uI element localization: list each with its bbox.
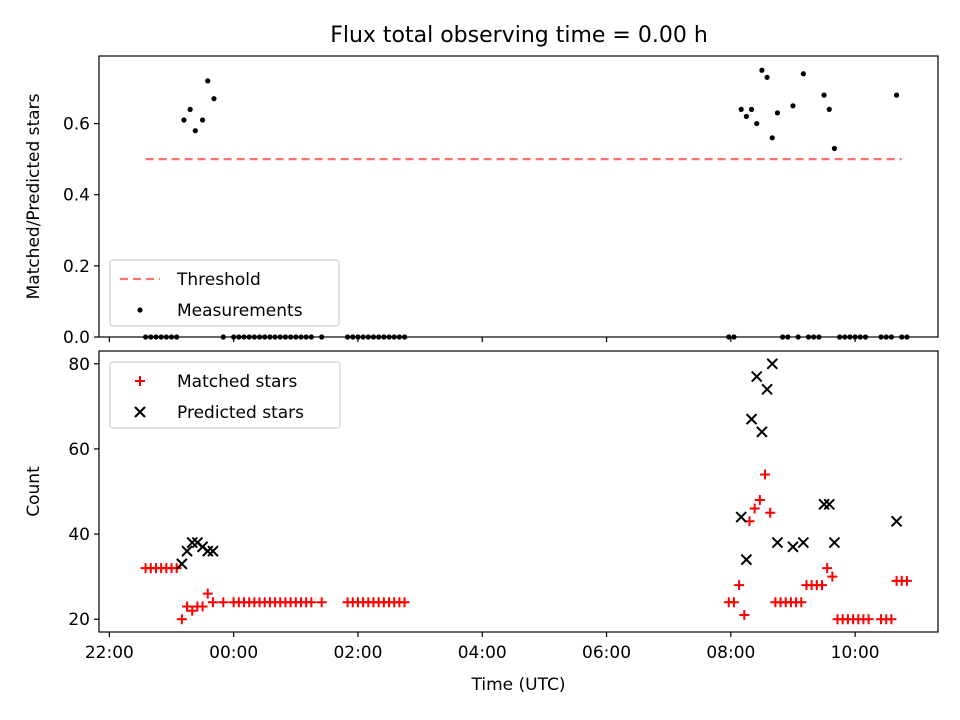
matched-star-point	[886, 614, 897, 625]
x-tick-label: 00:00	[209, 643, 258, 663]
x-tick-label: 10:00	[831, 643, 880, 663]
predicted-star-point	[797, 536, 810, 549]
matched-star-point	[399, 597, 410, 608]
predicted-star-point	[745, 413, 758, 425]
y-tick-label: 0.6	[63, 115, 90, 135]
y-tick-label: 0.2	[63, 257, 90, 277]
x-axis-label: Time (UTC)	[471, 675, 566, 695]
predicted-star-point	[181, 545, 193, 557]
measurement-point	[748, 106, 755, 112]
count-panel: 20 40 60 80 22:00 00:00 02:00 04:00 06:00 08:00 10…	[24, 350, 939, 695]
legend-label: Threshold	[176, 270, 261, 290]
predicted-star-point	[761, 383, 773, 396]
y-tick-label: 80	[68, 355, 90, 375]
predicted-star-point	[771, 536, 784, 549]
predicted-star-point	[818, 498, 830, 510]
matched-star-point	[749, 503, 760, 514]
measurement-point	[769, 135, 775, 141]
x-tick-label: 06:00	[582, 643, 631, 663]
y-tick-label: 40	[68, 525, 90, 545]
x-tick-label: 22:00	[85, 643, 134, 663]
measurement-point	[199, 117, 206, 123]
measurement-point	[826, 106, 832, 112]
predicted-star-point	[890, 515, 903, 528]
matched-star-point	[901, 575, 912, 586]
predicted-star-point	[787, 541, 799, 553]
y-axis-label: Matched/Predicted stars	[24, 93, 44, 299]
ratio-panel: 0.0 0.2 0.4 0.6 Matched/Predicted stars Thres…	[24, 55, 939, 348]
legend-measurement-swatch	[137, 307, 143, 313]
matched-star-point	[863, 614, 874, 625]
matched-star-point	[760, 469, 771, 480]
y-tick-label: 60	[68, 440, 90, 460]
matched-star-point	[306, 597, 317, 608]
legend-label: Matched stars	[177, 372, 297, 392]
predicted-star-point	[766, 358, 778, 370]
predicted-star-point	[176, 558, 188, 570]
measurement-point	[187, 106, 193, 112]
predicted-star-point	[740, 553, 753, 566]
measurement-point	[754, 120, 760, 127]
matched-star-point	[197, 601, 208, 612]
matched-star-point	[218, 597, 229, 608]
predicted-star-point	[823, 498, 835, 510]
measurement-point	[821, 92, 827, 98]
matched-star-point	[728, 597, 739, 608]
measurement-point	[192, 128, 198, 134]
axes-frame	[98, 55, 939, 338]
y-axis-label: Count	[24, 466, 44, 517]
matched-star-point	[734, 580, 745, 591]
predicted-star-point	[735, 511, 747, 523]
measurement-point	[743, 113, 749, 120]
matched-star-point	[202, 588, 213, 599]
matched-star-point	[796, 597, 807, 608]
matched-star-point	[754, 495, 765, 506]
legend-predicted-swatch	[134, 406, 146, 418]
axes-frame	[98, 350, 939, 633]
y-tick-label: 20	[68, 610, 90, 630]
measurement-point	[831, 145, 838, 152]
matched-star-point	[182, 601, 193, 612]
matched-star-point	[822, 563, 833, 574]
matched-star-point	[765, 507, 776, 518]
matched-star-point	[827, 571, 838, 582]
measurement-point	[181, 117, 187, 123]
y-tick-label: 0.4	[63, 186, 90, 206]
matched-star-point	[316, 597, 327, 608]
matched-star-point	[187, 605, 198, 616]
measurement-point	[893, 92, 900, 98]
legend-matched-swatch	[135, 376, 145, 386]
measurement-point	[211, 96, 217, 102]
legend-box	[109, 361, 341, 429]
legend-label: Predicted stars	[177, 403, 304, 423]
matched-star-point	[176, 614, 187, 625]
predicted-star-point	[828, 536, 841, 549]
predicted-star-point	[186, 536, 198, 549]
x-tick-label: 02:00	[333, 643, 382, 663]
predicted-star-point	[751, 370, 763, 383]
measurement-point	[205, 78, 211, 84]
predicted-star-point	[202, 545, 214, 557]
y-tick-label: 0.0	[63, 328, 90, 348]
measurement-point	[800, 71, 806, 77]
x-tick-label: 04:00	[458, 643, 507, 663]
predicted-star-point	[207, 545, 219, 557]
measurement-point	[764, 74, 770, 80]
predicted-star-point	[756, 426, 768, 438]
measurement-point	[790, 103, 796, 109]
x-tick-label: 08:00	[706, 643, 755, 663]
measurement-point	[738, 106, 744, 112]
legend-box	[109, 259, 340, 327]
matched-star-point	[739, 609, 750, 620]
legend-label: Measurements	[177, 301, 303, 321]
measurement-point	[759, 67, 765, 73]
matched-star-point	[207, 597, 218, 608]
matched-star-point	[816, 580, 827, 591]
figure-title: Flux total observing time = 0.00 h	[330, 23, 708, 48]
measurement-point	[774, 110, 781, 116]
